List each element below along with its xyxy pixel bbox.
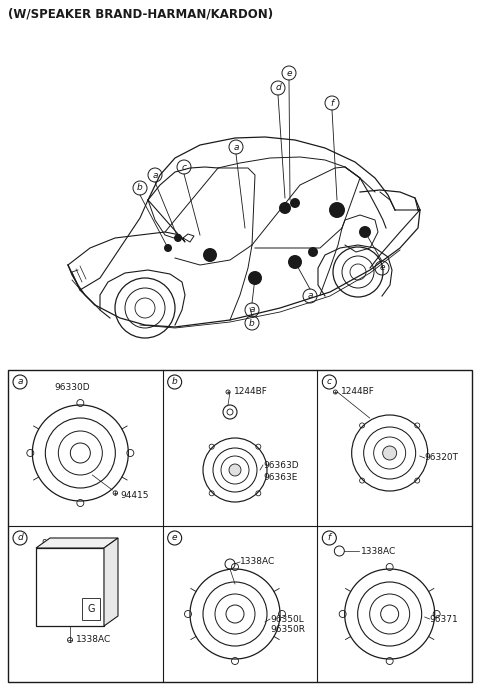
- Circle shape: [383, 446, 396, 460]
- Circle shape: [164, 244, 172, 252]
- Bar: [36, 548, 104, 626]
- Circle shape: [203, 248, 217, 262]
- Text: 96363D: 96363D: [263, 460, 299, 469]
- Text: a: a: [307, 292, 313, 301]
- Text: e: e: [172, 533, 178, 543]
- Text: 96350L: 96350L: [270, 614, 304, 623]
- Circle shape: [229, 464, 241, 476]
- Text: 96370N: 96370N: [41, 539, 76, 548]
- Text: f: f: [328, 533, 331, 543]
- Text: a: a: [249, 305, 255, 314]
- Text: 1244BF: 1244BF: [341, 387, 375, 396]
- Circle shape: [279, 202, 291, 214]
- Text: 96371: 96371: [430, 614, 458, 623]
- Text: 1244BF: 1244BF: [234, 387, 268, 396]
- Text: e: e: [286, 69, 292, 78]
- Text: 96350R: 96350R: [270, 625, 305, 634]
- Text: 96330D: 96330D: [55, 383, 90, 392]
- Text: 1338AC: 1338AC: [361, 546, 396, 555]
- Text: 96363E: 96363E: [263, 473, 298, 482]
- Text: b: b: [137, 184, 143, 193]
- Text: 96320T: 96320T: [425, 453, 459, 462]
- Circle shape: [329, 202, 345, 218]
- Text: d: d: [17, 533, 23, 543]
- Text: a: a: [152, 171, 158, 180]
- Circle shape: [174, 234, 182, 242]
- Text: f: f: [330, 98, 334, 107]
- Text: e: e: [379, 264, 385, 272]
- Text: a: a: [233, 142, 239, 151]
- Text: 94415: 94415: [120, 491, 149, 499]
- Text: c: c: [327, 378, 332, 387]
- Text: a: a: [17, 378, 23, 387]
- Bar: [8, 370, 472, 682]
- Bar: [82, 598, 100, 620]
- Circle shape: [288, 255, 302, 269]
- Text: 1338AC: 1338AC: [76, 636, 111, 645]
- Circle shape: [290, 198, 300, 208]
- Text: c: c: [181, 162, 187, 171]
- Polygon shape: [104, 538, 118, 626]
- Text: b: b: [172, 378, 178, 387]
- Polygon shape: [36, 538, 118, 548]
- Text: 1338AC: 1338AC: [240, 557, 275, 566]
- Text: (W/SPEAKER BRAND-HARMAN/KARDON): (W/SPEAKER BRAND-HARMAN/KARDON): [8, 8, 273, 21]
- Text: G: G: [87, 604, 95, 614]
- Text: b: b: [249, 319, 255, 327]
- Circle shape: [248, 271, 262, 285]
- Circle shape: [308, 247, 318, 257]
- Circle shape: [359, 226, 371, 238]
- Text: d: d: [275, 83, 281, 92]
